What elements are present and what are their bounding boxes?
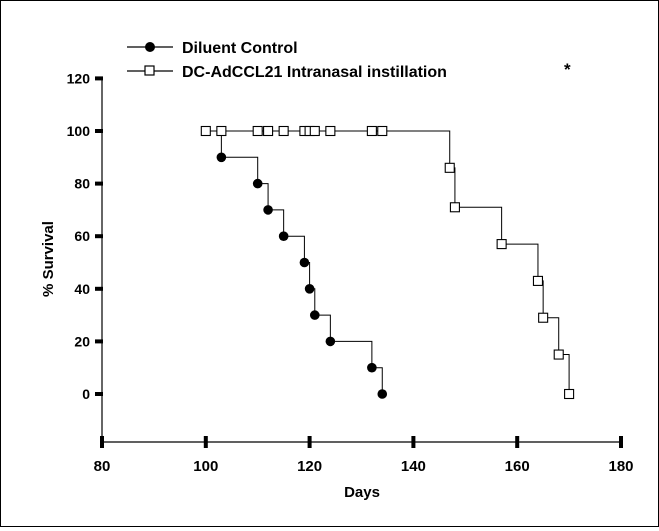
x-tick (203, 436, 208, 448)
data-point-diluent-control (263, 205, 273, 215)
data-point-dc-adccl21 (263, 125, 274, 137)
x-axis-label: Days (344, 484, 380, 501)
data-point-dc-adccl21 (200, 125, 211, 137)
series-line-diluent-control (205, 130, 383, 394)
y-tick (95, 76, 103, 81)
data-point-diluent-control (367, 362, 377, 373)
data-point-diluent-control (304, 284, 315, 294)
data-point-dc-adccl21 (564, 388, 575, 400)
data-point-dc-adccl21 (325, 125, 336, 137)
y-tick-label: 40 (74, 281, 90, 297)
data-point-diluent-control (325, 336, 336, 347)
data-point-dc-adccl21 (532, 275, 544, 286)
y-tick-label: 80 (74, 176, 90, 192)
legend: Diluent Control DC-AdCCL21 Intranasal in… (127, 40, 571, 81)
data-point-diluent-control (377, 389, 388, 399)
y-axis-label: % Survival (40, 221, 57, 297)
y-tick (95, 392, 103, 396)
data-point-dc-adccl21 (252, 125, 263, 137)
data-point-diluent-control (309, 310, 320, 320)
data-point-dc-adccl21 (366, 125, 377, 137)
x-tick (307, 436, 312, 448)
data-point-dc-adccl21 (496, 239, 507, 250)
y-tick-label: 100 (67, 123, 91, 139)
x-tick (411, 436, 416, 448)
data-point-dc-adccl21 (444, 162, 455, 173)
y-tick (95, 181, 103, 186)
data-point-diluent-control (216, 152, 227, 163)
y-tick-label: 0 (82, 386, 90, 402)
x-tick-label: 180 (608, 458, 633, 475)
y-tick (95, 339, 103, 344)
significance-marker: * (564, 60, 571, 79)
data-point-dc-adccl21 (309, 125, 320, 137)
data-point-dc-adccl21 (216, 125, 227, 137)
y-tick-label: 60 (74, 228, 90, 244)
x-tick (515, 436, 520, 448)
data-point-diluent-control (252, 178, 263, 189)
legend-label-dc-adccl21: DC-AdCCL21 Intranasal instillation (182, 64, 447, 81)
data-point-dc-adccl21 (538, 312, 549, 323)
y-tick-label: 20 (74, 333, 90, 349)
x-tick-label: 100 (193, 458, 218, 475)
data-point-diluent-control (299, 257, 310, 268)
y-tick-label: 120 (67, 70, 91, 86)
x-tick (619, 436, 623, 448)
x-tick (100, 436, 104, 448)
data-point-dc-adccl21 (377, 125, 388, 137)
legend-marker-diluent-control (145, 42, 155, 52)
legend-label-diluent-control: Diluent Control (182, 40, 298, 57)
series-layer (200, 125, 575, 400)
y-tick (95, 234, 103, 239)
y-tick (95, 286, 103, 291)
axes: 0 20 40 60 80 100 120 80 100 120 140 160 180 (67, 70, 634, 475)
data-point-diluent-control (278, 231, 289, 241)
data-point-dc-adccl21 (449, 202, 460, 213)
legend-marker-dc-adccl21 (144, 65, 155, 76)
x-tick-label: 80 (94, 458, 111, 475)
x-tick-label: 120 (297, 458, 322, 475)
y-tick (95, 129, 103, 133)
data-point-dc-adccl21 (278, 125, 289, 137)
series-line-dc-adccl21 (205, 130, 570, 394)
x-tick-label: 140 (401, 458, 426, 475)
x-tick-label: 160 (505, 458, 530, 475)
data-point-dc-adccl21 (553, 349, 564, 360)
